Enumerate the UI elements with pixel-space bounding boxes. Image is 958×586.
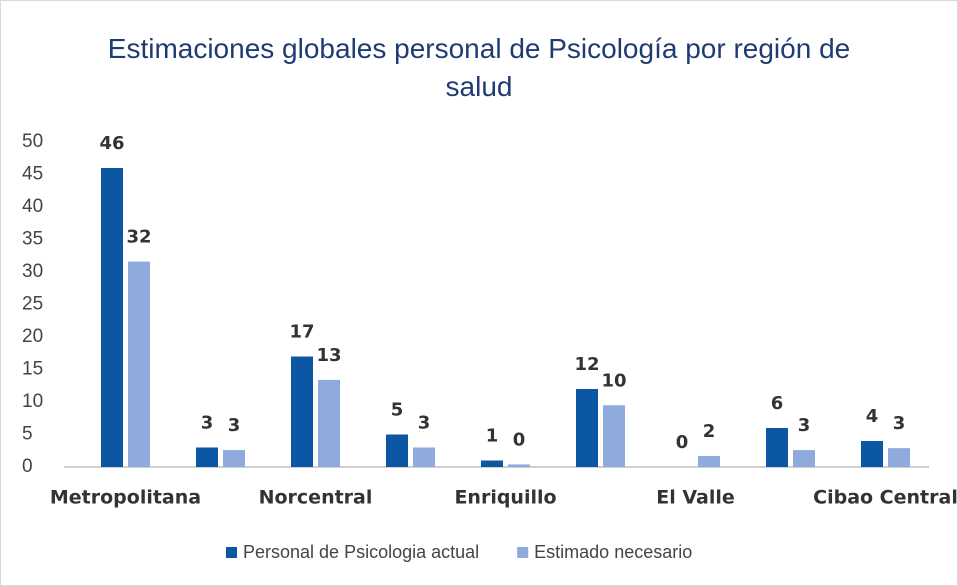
bar (413, 447, 435, 467)
data-label: 3 (798, 415, 811, 436)
x-tick-label: Enriquillo (454, 487, 556, 509)
data-label: 3 (228, 415, 241, 436)
data-label: 2 (703, 421, 716, 442)
bar (318, 379, 340, 467)
y-tick-label: 35 (22, 229, 43, 250)
bar (888, 448, 910, 467)
x-tick-label: El Valle (656, 487, 735, 509)
x-tick-label: Cibao Central (813, 487, 958, 509)
y-tick-label: 30 (22, 261, 43, 282)
bar (291, 356, 313, 467)
data-label: 3 (893, 413, 906, 434)
data-label: 12 (574, 354, 599, 375)
legend-swatch (226, 547, 237, 558)
bar (861, 441, 883, 467)
data-label: 3 (201, 413, 214, 434)
bar (508, 464, 530, 467)
y-tick-label: 25 (22, 294, 43, 315)
y-tick-label: 50 (22, 131, 43, 152)
y-tick-label: 10 (22, 391, 43, 412)
data-label: 0 (676, 432, 689, 453)
y-tick-label: 0 (22, 456, 33, 477)
bar (576, 389, 598, 467)
x-tick-label: Norcentral (259, 487, 373, 509)
bar (196, 447, 218, 467)
data-label: 17 (289, 322, 314, 343)
data-label: 4 (866, 406, 879, 427)
y-tick-label: 40 (22, 196, 43, 217)
legend-label: Personal de Psicologia actual (243, 542, 479, 562)
bar (766, 428, 788, 467)
bar (128, 261, 150, 467)
y-tick-label: 45 (22, 164, 43, 185)
data-label: 6 (771, 393, 784, 414)
y-tick-label: 20 (22, 326, 43, 347)
bar (603, 405, 625, 467)
data-label: 3 (418, 413, 431, 434)
bar (481, 460, 503, 467)
data-label: 10 (601, 370, 626, 391)
chart-title: Estimaciones globales personal de Psicol… (107, 33, 851, 102)
y-tick-label: 5 (22, 424, 33, 445)
data-label: 1 (486, 426, 499, 447)
bar (793, 450, 815, 467)
data-label: 32 (126, 227, 151, 248)
legend-label: Estimado necesario (534, 542, 692, 562)
bar (386, 434, 408, 467)
data-label: 0 (513, 429, 526, 450)
bar (101, 168, 123, 467)
bar (698, 455, 720, 467)
y-tick-label: 15 (22, 359, 43, 380)
bar (223, 450, 245, 467)
data-label: 13 (316, 345, 341, 366)
legend-swatch (517, 547, 529, 558)
x-tick-label: Metropolitana (50, 487, 201, 509)
data-label: 46 (99, 133, 124, 154)
data-label: 5 (391, 400, 404, 421)
